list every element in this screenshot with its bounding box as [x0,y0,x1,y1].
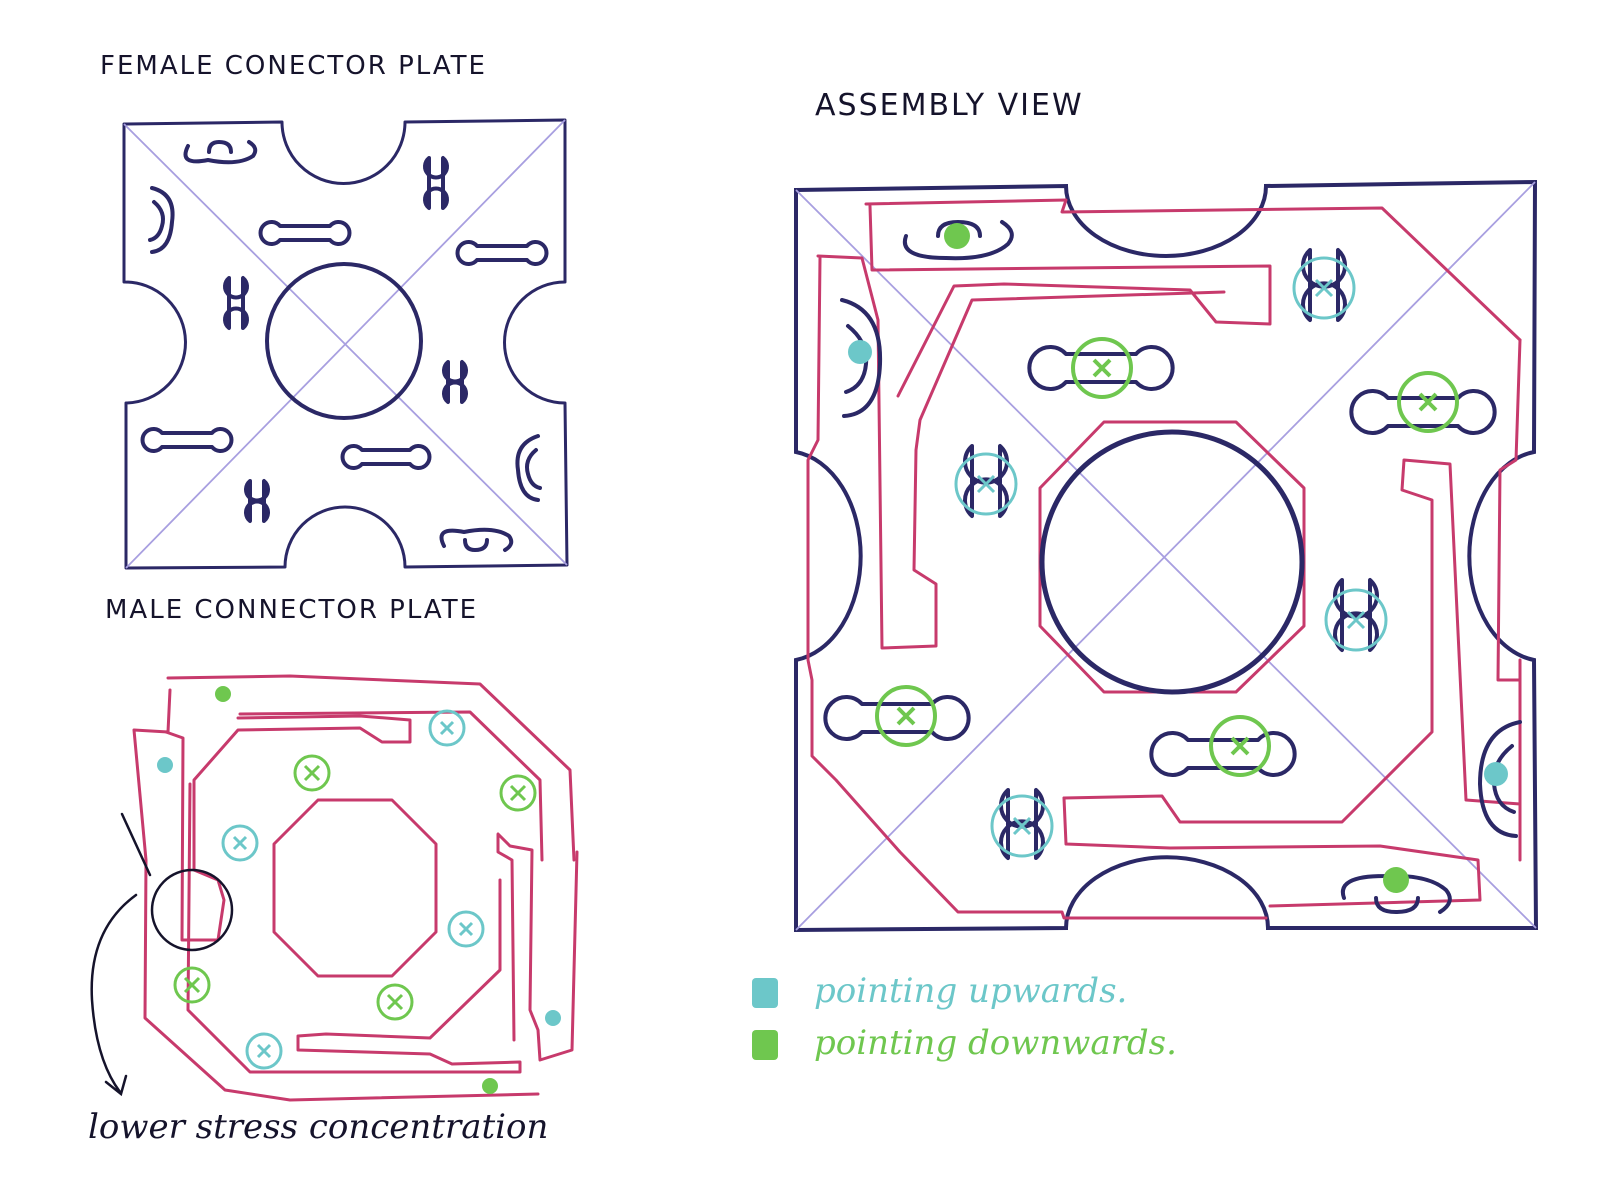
female-diagonal-b [125,119,566,569]
female-hook-slot [515,434,542,502]
male-inner-wall-left [164,714,412,942]
male-dot-up [157,757,173,773]
assembly-hook-slot [1340,873,1452,914]
assembly-slot-down [1149,715,1297,777]
assembly-dot-up [848,340,872,364]
assembly-slot-up [990,788,1054,860]
female-connector-plate [122,118,569,570]
assembly-magenta-left-outer [806,256,1268,920]
male-inner-wall-right [186,782,522,1074]
female-center-hole [265,262,423,420]
female-hook-slot [439,527,514,552]
female-slot [340,444,432,470]
male-marker-down [173,966,211,1004]
assembly-title: ASSEMBLY VIEW [815,88,1084,123]
female-slot [423,156,449,210]
assembly-view [794,179,1539,933]
assembly-slot-down [1027,337,1175,399]
assembly-slot-up [954,444,1018,518]
male-marker-up [221,824,259,862]
stress-callout-arrow [90,893,138,1097]
assembly-magenta-left [816,254,1226,650]
male-marker-up [245,1032,283,1070]
female-plate-title: FEMALE CONECTOR PLATE [100,51,487,81]
legend-swatch-down [752,1030,778,1060]
male-dot-up [545,1010,561,1026]
legend: pointing upwards. pointing downwards. [752,971,1177,1063]
assembly-slot-up [1324,578,1388,652]
male-outer-wall-top [166,674,576,862]
female-slot [223,276,249,330]
male-inner-wall-top [238,710,544,862]
male-marker-down [376,983,414,1021]
assembly-slot-down [823,685,971,747]
female-hook-slot [183,140,258,165]
assembly-dot-down [944,223,970,249]
legend-label-down: pointing downwards. [814,1023,1177,1063]
assembly-center-octagon [1038,420,1306,694]
female-slot [244,479,270,523]
male-marker-up [447,910,485,948]
legend-label-up: pointing upwards. [814,971,1127,1011]
male-marker-down [499,774,537,812]
male-outer-wall-right [496,832,579,1062]
stress-callout-tick [120,812,152,877]
assembly-dot-down [1383,867,1409,893]
female-slot [258,220,352,246]
male-dot-down [215,686,231,702]
stress-callout-circle [150,868,234,952]
legend-swatch-up [752,978,778,1008]
male-marker-down [293,754,331,792]
male-connector-plate [90,674,579,1102]
female-hook-slot [148,186,175,254]
male-marker-up [428,709,466,747]
assembly-dot-up [1484,762,1508,786]
assembly-diagonal-a [795,189,1537,929]
stress-note: lower stress concentration [88,1107,548,1147]
assembly-magenta-top [864,198,1522,342]
assembly-hook-slot [902,220,1014,261]
assembly-magenta-bottom-inner [1062,458,1522,824]
female-slot [455,240,549,266]
male-plate-title: MALE CONNECTOR PLATE [105,595,478,625]
assembly-magenta-bottom [1062,796,1482,908]
male-dot-down [482,1078,498,1094]
assembly-slot-up [1292,248,1356,322]
male-center-octagon [272,798,438,978]
assembly-center-hole [1039,429,1305,695]
male-outer-wall-bottom [132,688,540,1102]
assembly-magenta-right [1496,338,1522,862]
female-slot [442,360,468,404]
female-slot [140,427,234,453]
assembly-diagonal-b [795,181,1536,931]
assembly-hook-slot [840,298,883,418]
assembly-slot-down [1349,371,1497,435]
assembly-magenta-top-inner [868,204,1272,398]
